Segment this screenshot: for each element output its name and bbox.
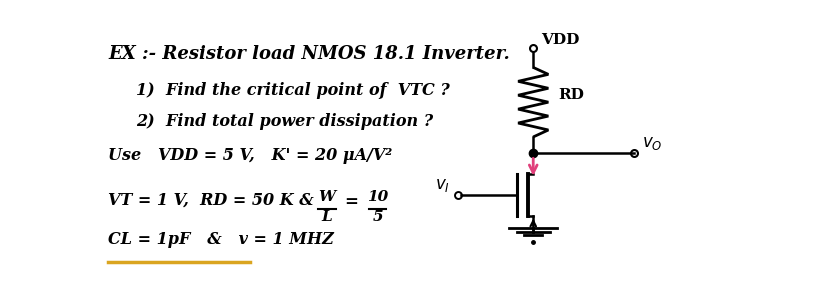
Text: $v_I$: $v_I$: [435, 177, 450, 194]
Text: CL = 1pF   &   v = 1 MHZ: CL = 1pF & v = 1 MHZ: [108, 231, 333, 248]
Text: Use   VDD = 5 V,   K' = 20 μA/V²: Use VDD = 5 V, K' = 20 μA/V²: [108, 147, 392, 164]
Text: 1)  Find the critical point of  VTC ?: 1) Find the critical point of VTC ?: [137, 82, 450, 99]
Text: 2)  Find total power dissipation ?: 2) Find total power dissipation ?: [137, 113, 433, 130]
Text: W: W: [319, 190, 336, 204]
Text: RD: RD: [559, 88, 585, 102]
Text: 5: 5: [372, 210, 383, 224]
Text: L: L: [322, 210, 333, 224]
Text: $v_O$: $v_O$: [641, 135, 662, 152]
Text: VDD: VDD: [541, 33, 579, 47]
Text: 10: 10: [367, 190, 389, 204]
Text: EX :- Resistor load NMOS 18.1 Inverter.: EX :- Resistor load NMOS 18.1 Inverter.: [108, 45, 510, 64]
Text: VT = 1 V,  RD = 50 K &: VT = 1 V, RD = 50 K &: [108, 191, 320, 208]
Text: =: =: [344, 193, 358, 209]
